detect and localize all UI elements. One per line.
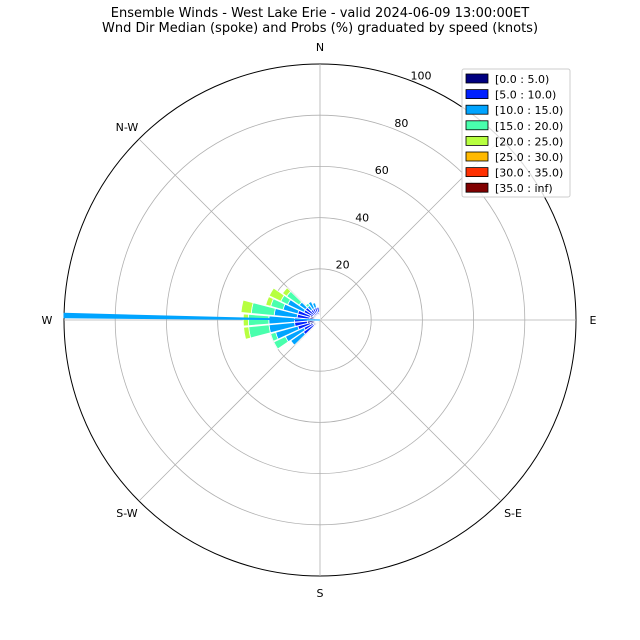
chart-subtitle: Wnd Dir Median (spoke) and Probs (%) gra… (102, 21, 538, 36)
bar-300-bin-4 (268, 287, 285, 302)
bar-290-bin-4 (265, 296, 274, 307)
legend-swatch-7 (465, 182, 489, 193)
grid-spoke-225 (138, 319, 321, 502)
direction-label-5: S-E (504, 507, 522, 520)
legend-swatch-2 (465, 104, 489, 115)
grid-spoke-135 (319, 319, 502, 502)
bar-260-bin-3 (248, 324, 271, 339)
bar-270-bin-4 (242, 313, 249, 327)
legend-swatch-5 (465, 151, 489, 162)
median-spoke-bar (63, 312, 321, 321)
direction-label-0: N (316, 41, 324, 54)
legend-label-3: [15.0 : 20.0) (495, 120, 563, 133)
radial-tick-4: 100 (410, 69, 431, 82)
legend: [0.0 : 5.0) [5.0 : 10.0) [10.0 : 15.0) [15.… (461, 68, 571, 198)
bar-350-bin-1 (316, 306, 320, 314)
radial-tick-0: 20 (336, 259, 350, 272)
direction-label-3: S-W (116, 507, 138, 520)
radial-tick-2: 60 (375, 164, 389, 177)
legend-swatch-6 (465, 167, 489, 178)
bar-330-bin-2 (307, 300, 316, 311)
bar-230-bin-2 (290, 331, 306, 346)
legend-box (461, 68, 571, 198)
radial-tick-labels: 20 40 60 80 100 (336, 69, 432, 271)
chart-title: Ensemble Winds - West Lake Erie - valid … (111, 6, 529, 21)
legend-label-2: [10.0 : 15.0) (495, 104, 563, 117)
legend-label-1: [5.0 : 10.0) (495, 89, 556, 102)
median-spoke (63, 312, 321, 321)
legend-label-6: [30.0 : 35.0) (495, 167, 563, 180)
direction-label-6: E (590, 314, 597, 327)
bar-310-bin-4 (281, 287, 292, 297)
bar-280-bin-4 (240, 299, 254, 314)
radial-tick-3: 80 (394, 117, 408, 130)
legend-label-4: [20.0 : 25.0) (495, 135, 563, 148)
legend-swatch-4 (465, 135, 489, 146)
legend-label-7: [35.0 : inf) (495, 182, 553, 195)
bar-260-bin-4 (243, 326, 252, 340)
bar-340-bin-2 (312, 302, 318, 309)
legend-swatch-0 (465, 73, 489, 84)
legend-swatch-3 (465, 120, 489, 131)
direction-labels: N N-W W S-W S S-E E (42, 41, 597, 600)
bar-240-bin-3 (273, 335, 289, 350)
legend-label-0: [0.0 : 5.0) (495, 73, 549, 86)
wind-bars (240, 287, 321, 350)
direction-label-1: N-W (116, 121, 139, 134)
direction-label-2: W (42, 314, 53, 327)
legend-label-5: [25.0 : 30.0) (495, 151, 563, 164)
radial-tick-1: 40 (355, 211, 369, 224)
direction-label-4: S (317, 587, 324, 600)
legend-swatch-1 (465, 89, 489, 99)
bar-250-bin-3 (270, 331, 279, 342)
